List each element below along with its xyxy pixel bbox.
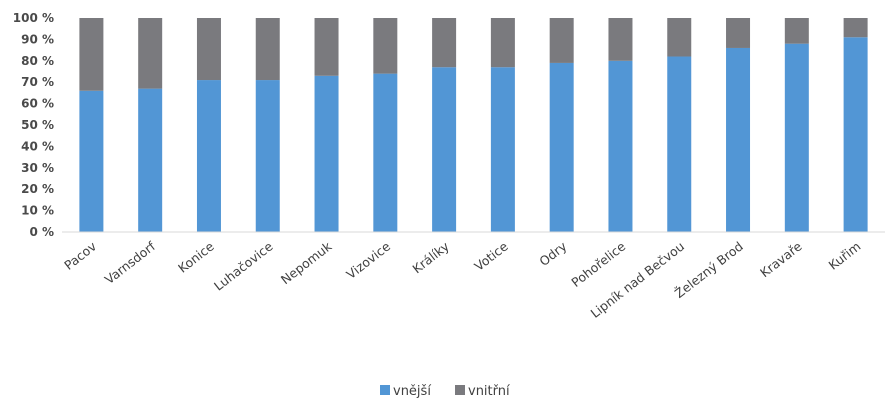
bar-segment-inner [608,18,633,61]
bar-segment-inner [843,18,868,38]
bar-segment-inner [138,18,163,89]
bar-segment-outer [255,80,280,232]
x-tick-label: Pohořelice [568,238,628,290]
bar-segment-outer [843,37,868,233]
bar-segment-inner [784,18,809,44]
x-tick-label: Kravaře [757,238,805,280]
bar-segment-inner [726,18,751,48]
bar-segment-inner [196,18,221,81]
bar-segment-inner [373,18,398,74]
legend-label: vnitřní [468,384,510,399]
x-tick-label: Kuřim [826,239,864,273]
y-axis: 0 % 10 % 20 % 30 % 40 % 50 % 60 % 70 % 80 % 90 % 1… [13,11,54,239]
legend-label: vnější [393,384,431,399]
bar-segment-outer [79,90,104,232]
legend-swatch [380,385,390,395]
bar-segment-outer [138,88,163,233]
bar-segment-outer [784,43,809,233]
y-tick-label: 50 % [21,118,54,132]
legend-swatch [455,385,465,395]
bar-segment-inner [549,18,574,63]
x-tick-label: Odry [536,238,570,269]
y-tick-label: 100 % [13,11,54,25]
y-tick-label: 20 % [21,182,54,196]
bar-segment-inner [490,18,515,68]
bar-segment-outer [608,60,633,232]
bar-segment-inner [432,18,457,68]
bar-segment-inner [667,18,692,57]
legend: vnější vnitřní [380,384,510,399]
y-tick-label: 90 % [21,32,54,46]
x-tick-label: Králíky [410,238,453,276]
bar-segment-outer [432,67,457,232]
y-tick-label: 30 % [21,161,54,175]
bar-segment-outer [549,62,574,232]
y-tick-label: 40 % [21,139,54,153]
x-tick-label: Pacov [61,238,100,273]
y-tick-label: 80 % [21,54,54,68]
y-tick-label: 70 % [21,75,54,89]
bar-segment-outer [314,75,339,232]
bar-segment-inner [314,18,339,76]
bar-segment-inner [79,18,104,91]
x-tick-label: Luhačovice [211,238,276,293]
bar-segment-outer [667,56,692,232]
bar-segment-outer [726,47,751,233]
x-tick-label: Nepomuk [278,238,335,287]
bars [79,18,868,233]
x-tick-label: Varnsdorf [102,238,159,287]
bar-segment-outer [196,80,221,232]
bar-segment-outer [373,73,398,232]
bar-segment-inner [255,18,280,81]
x-tick-label: Vizovice [343,238,393,282]
x-tick-label: Konice [175,238,217,275]
y-tick-label: 10 % [21,204,54,218]
bar-segment-outer [490,67,515,232]
x-tick-label: Votice [471,238,511,274]
y-tick-label: 60 % [21,97,54,111]
y-tick-label: 0 % [29,225,54,239]
